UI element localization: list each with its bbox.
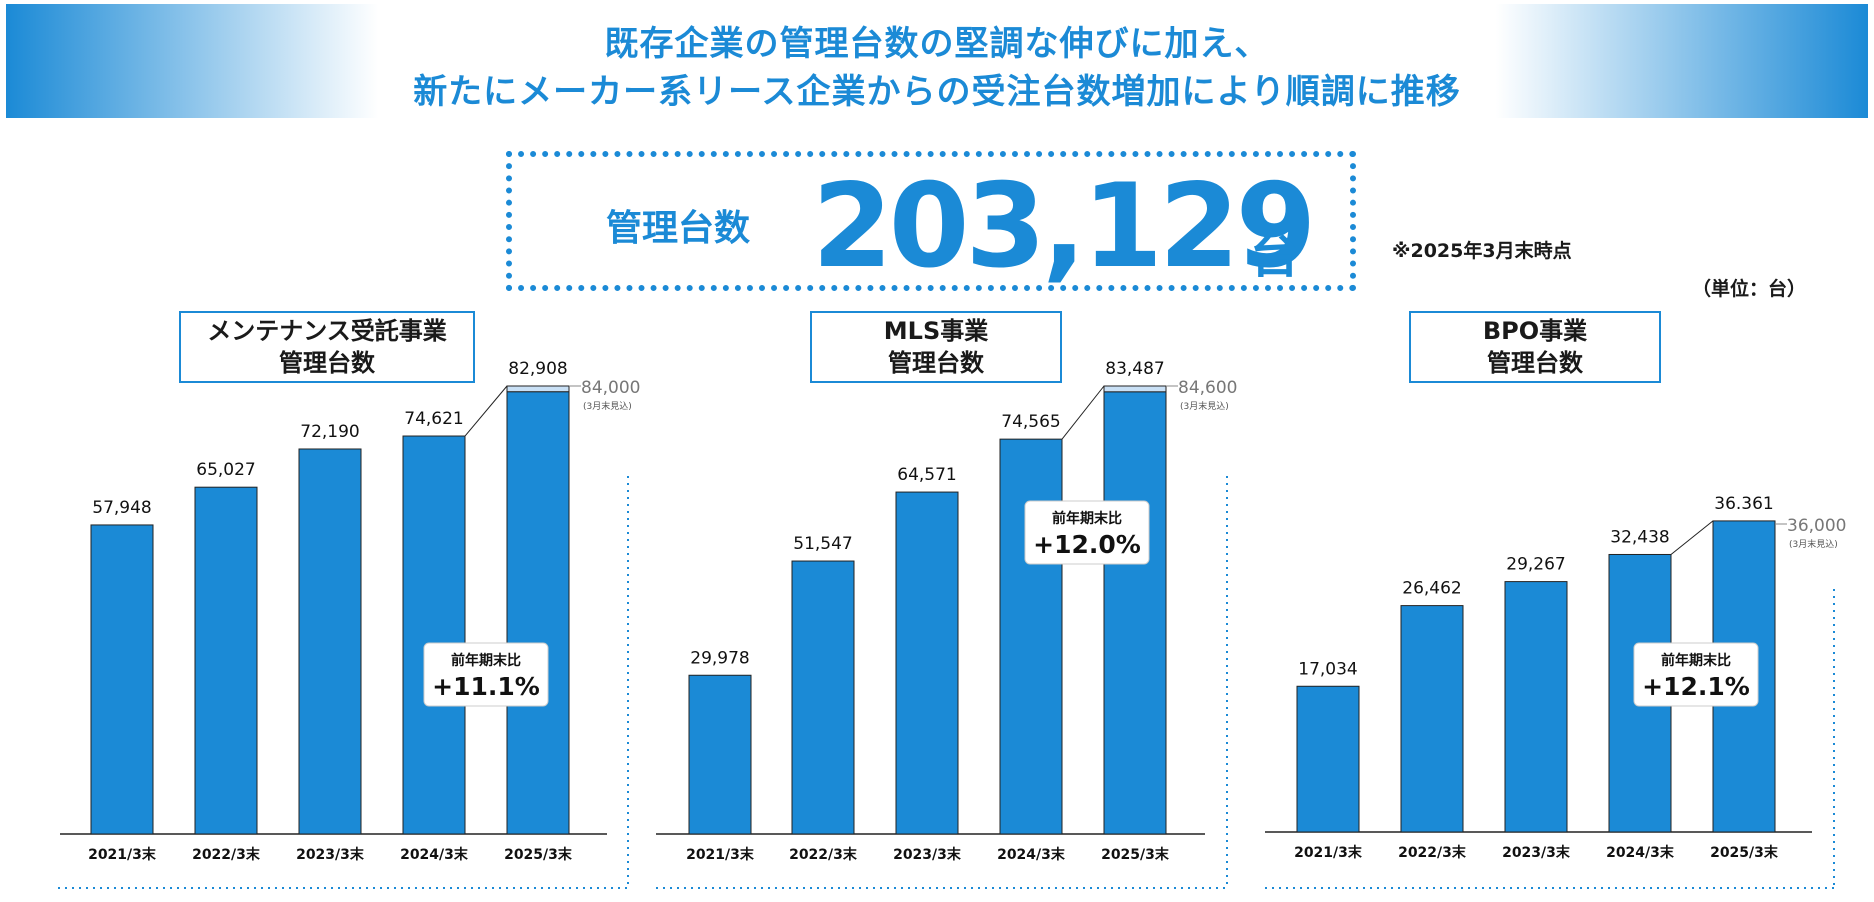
data-label: 74,565 — [1001, 412, 1060, 432]
data-label: 57,948 — [92, 498, 151, 518]
x-tick-label: 2024/3末 — [1606, 844, 1675, 861]
x-tick-label: 2021/3末 — [1294, 844, 1363, 861]
segment-title-line2: 管理台数 — [279, 349, 375, 377]
data-label: 83,487 — [1105, 359, 1164, 379]
bar — [402, 435, 466, 835]
x-tick-label: 2024/3末 — [400, 846, 469, 863]
bar — [298, 448, 362, 835]
data-label: 26,462 — [1402, 579, 1461, 599]
data-label: 65,027 — [196, 460, 255, 480]
forecast-bar-segment — [1103, 385, 1167, 393]
bar — [1296, 685, 1360, 833]
yoy-callout — [1633, 642, 1759, 707]
segment-title-line2: 管理台数 — [888, 349, 984, 377]
x-tick-label: 2025/3末 — [504, 846, 573, 863]
data-label: 51,547 — [793, 534, 852, 554]
growth-connector — [1061, 385, 1105, 440]
total-label: 管理台数 — [606, 208, 751, 249]
header-line-1: 既存企業の管理台数の堅調な伸びに加え、 — [604, 24, 1270, 64]
data-label: 17,034 — [1298, 659, 1357, 679]
data-label: 82,908 — [508, 359, 567, 379]
bar — [791, 560, 855, 835]
bar — [895, 491, 959, 835]
forecast-note: (3月末見込) — [1180, 400, 1229, 412]
growth-connector — [464, 385, 508, 437]
forecast-label: 36,000 — [1787, 516, 1846, 536]
bar — [194, 486, 258, 835]
bar — [1103, 391, 1167, 835]
x-tick-label: 2022/3末 — [789, 846, 858, 863]
x-tick-label: 2023/3末 — [893, 846, 962, 863]
yoy-callout — [423, 642, 549, 707]
data-label: 29,267 — [1506, 555, 1565, 575]
yoy-value: +11.1% — [432, 672, 540, 701]
yoy-value: +12.0% — [1033, 530, 1141, 559]
bar — [90, 524, 154, 835]
x-tick-label: 2022/3末 — [1398, 844, 1467, 861]
forecast-label: 84,600 — [1178, 378, 1237, 398]
forecast-note: (3月末見込) — [583, 400, 632, 412]
data-label: 74,621 — [404, 409, 463, 429]
data-label: 36.361 — [1714, 494, 1773, 514]
data-label: 29,978 — [690, 648, 749, 668]
bar — [1400, 605, 1464, 833]
bar — [688, 674, 752, 835]
as-of-note: ※2025年3月末時点 — [1392, 240, 1572, 262]
segment-title-mls: MLS事業 管理台数 — [810, 311, 1062, 383]
x-tick-label: 2024/3末 — [997, 846, 1066, 863]
segment-title-line2: 管理台数 — [1487, 349, 1583, 377]
yoy-label: 前年期末比 — [1052, 510, 1122, 527]
yoy-label: 前年期末比 — [1661, 652, 1731, 669]
segment-title-line1: MLS事業 — [883, 317, 989, 345]
header-line-2: 新たにメーカー系リース企業からの受注台数増加により順調に推移 — [413, 72, 1461, 112]
data-label: 64,571 — [897, 465, 956, 485]
x-tick-label: 2021/3末 — [88, 846, 157, 863]
x-tick-label: 2025/3末 — [1710, 844, 1779, 861]
x-tick-label: 2023/3末 — [296, 846, 365, 863]
segment-title-bpo: BPO事業 管理台数 — [1409, 311, 1661, 383]
x-tick-label: 2022/3末 — [192, 846, 261, 863]
yoy-label: 前年期末比 — [451, 652, 521, 669]
forecast-note: (3月末見込) — [1789, 538, 1838, 550]
bar — [506, 391, 570, 835]
yoy-value: +12.1% — [1642, 672, 1750, 701]
total-value: 203,129 — [812, 159, 1316, 294]
forecast-label: 84,000 — [581, 378, 640, 398]
total-units-box: 管理台数 203,129 台 — [506, 151, 1356, 291]
segment-title-line1: BPO事業 — [1482, 317, 1588, 345]
x-tick-label: 2021/3末 — [686, 846, 755, 863]
data-label: 72,190 — [300, 422, 359, 442]
x-tick-label: 2025/3末 — [1101, 846, 1170, 863]
forecast-bar-segment — [506, 385, 570, 393]
x-tick-label: 2023/3末 — [1502, 844, 1571, 861]
segment-title-maintenance: メンテナンス受託事業 管理台数 — [179, 311, 475, 383]
unit-note: （単位：台） — [1692, 278, 1807, 300]
bar — [1504, 581, 1568, 833]
header-banner: 既存企業の管理台数の堅調な伸びに加え、 新たにメーカー系リース企業からの受注台数… — [6, 4, 1868, 118]
growth-connector — [1670, 520, 1714, 555]
total-unit: 台 — [1250, 226, 1300, 284]
segment-title-line1: メンテナンス受託事業 — [207, 317, 447, 345]
data-label: 32,438 — [1610, 527, 1669, 547]
yoy-callout — [1024, 500, 1150, 565]
bar — [999, 438, 1063, 835]
